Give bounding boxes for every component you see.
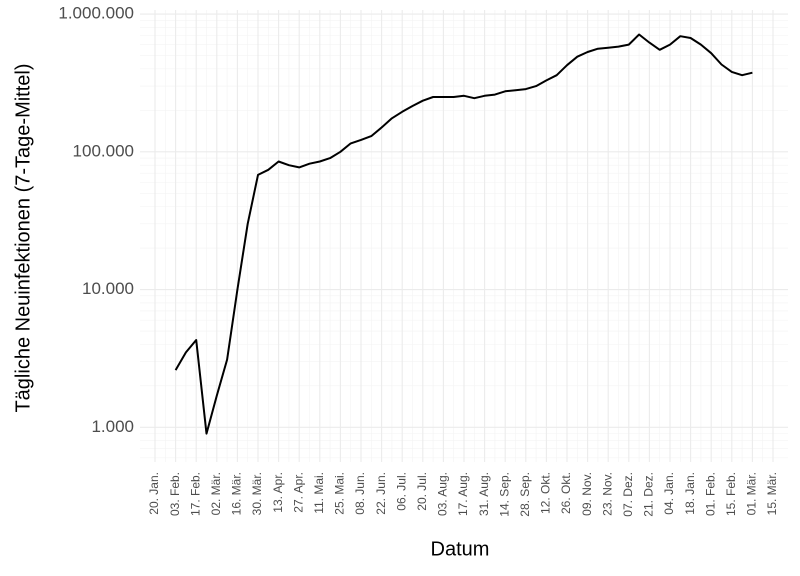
x-tick-label: 22. Jun.	[374, 472, 388, 515]
x-tick-label: 01. Mär.	[745, 472, 759, 515]
x-tick-label: 08. Jun.	[353, 472, 367, 515]
y-tick-label: 1.000	[91, 417, 134, 436]
x-tick-label: 16. Mär.	[230, 472, 244, 515]
x-tick-label: 28. Sep.	[518, 472, 532, 517]
data-line	[174, 33, 753, 435]
x-axis-title: Datum	[431, 538, 490, 560]
x-tick-label: 03. Feb.	[168, 472, 182, 516]
x-tick-label: 27. Apr.	[291, 472, 305, 513]
x-tick-label: 13. Apr.	[271, 472, 285, 513]
y-tick-label: 100.000	[73, 141, 134, 160]
x-tick-label: 17. Aug.	[456, 472, 470, 516]
x-tick-label: 20. Jul.	[415, 472, 429, 511]
x-tick-label: 12. Okt.	[539, 472, 553, 514]
x-tick-label: 06. Jul.	[394, 472, 408, 511]
x-tick-label: 02. Mär.	[209, 472, 223, 515]
x-tick-label: 04. Jan.	[662, 472, 676, 515]
x-tick-label: 25. Mai.	[333, 472, 347, 515]
x-tick-label: 17. Feb.	[188, 472, 202, 516]
x-tick-label: 14. Sep.	[497, 472, 511, 517]
x-tick-label: 15. Feb.	[724, 472, 738, 516]
x-tick-label: 30. Mär.	[250, 472, 264, 515]
x-tick-label: 23. Nov.	[600, 472, 614, 516]
x-tick-label: 09. Nov.	[580, 472, 594, 516]
x-tick-label: 21. Dez.	[642, 472, 656, 517]
y-tick-label: 1.000.000	[58, 4, 134, 23]
x-tick-label: 07. Dez.	[621, 472, 635, 517]
x-tick-label: 01. Feb.	[703, 472, 717, 516]
x-tick-label: 15. Mär.	[765, 472, 779, 515]
x-tick-label: 03. Aug.	[436, 472, 450, 516]
x-tick-label: 18. Jan.	[683, 472, 697, 515]
y-axis-title: Tägliche Neuinfektionen (7-Tage-Mittel)	[12, 63, 34, 412]
x-tick-label: 20. Jan.	[147, 472, 161, 515]
x-tick-label: 11. Mai.	[312, 472, 326, 514]
x-tick-label: 26. Okt.	[559, 472, 573, 514]
y-tick-label: 10.000	[82, 279, 134, 298]
x-tick-label: 31. Aug.	[477, 472, 491, 516]
